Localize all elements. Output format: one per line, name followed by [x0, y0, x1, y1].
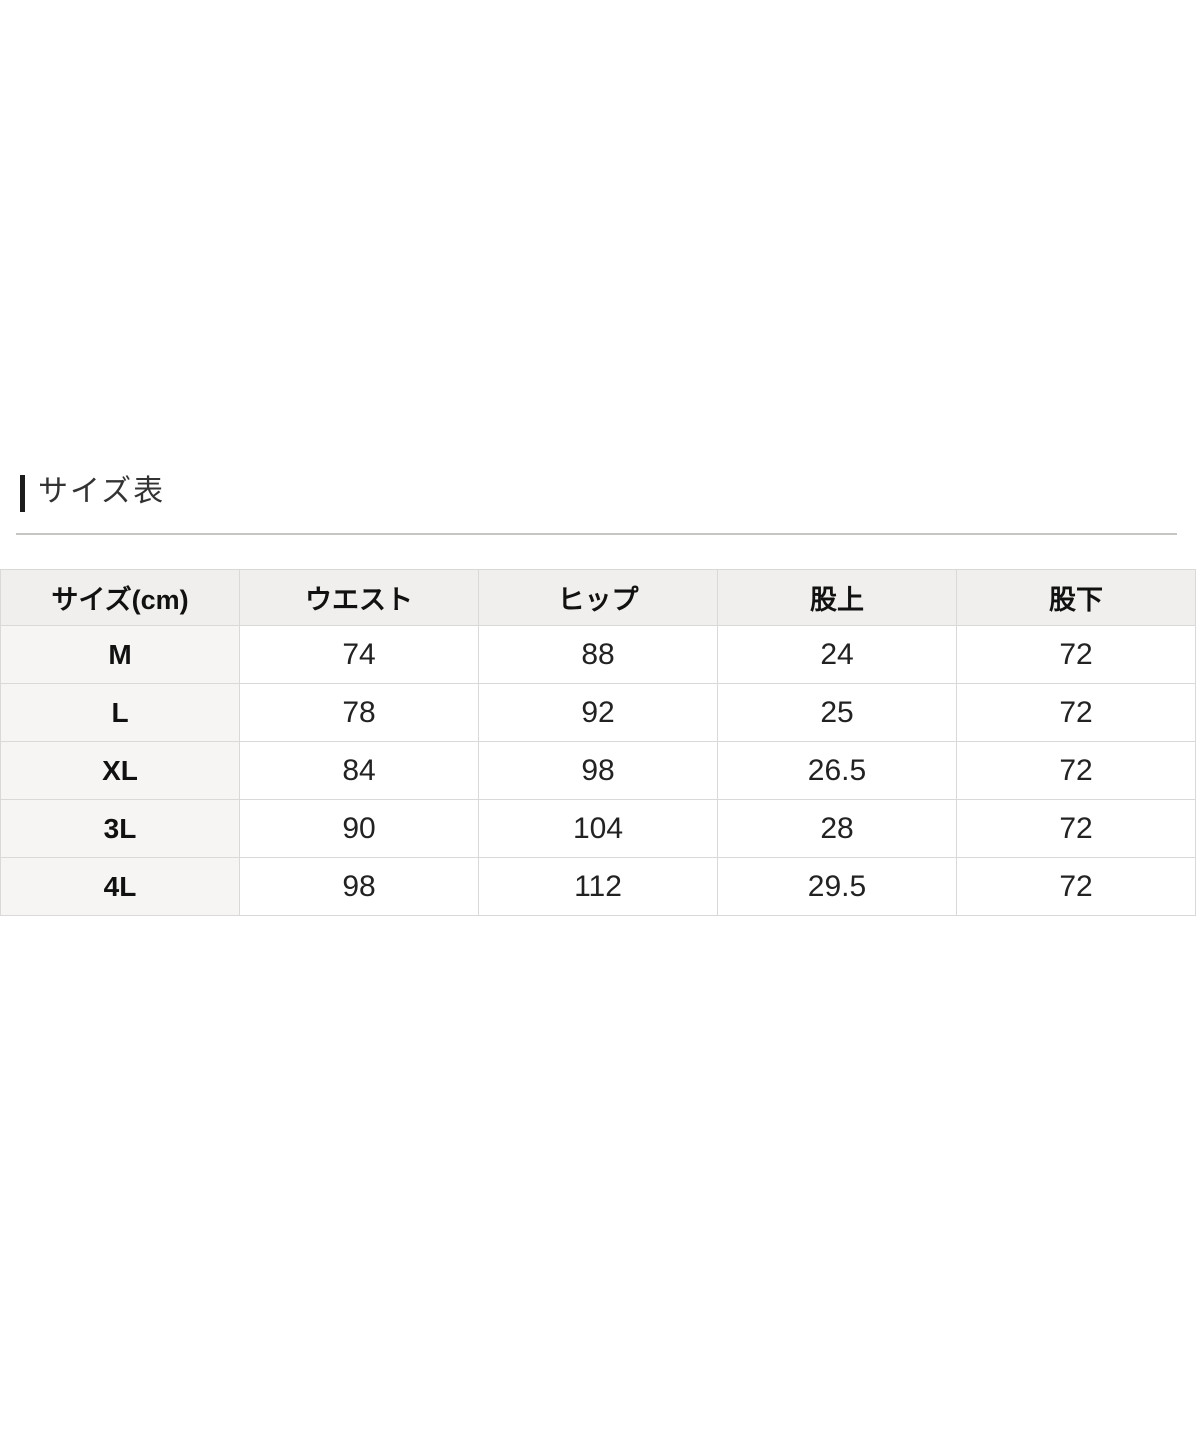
- value-cell: 74: [239, 625, 479, 684]
- value-cell: 104: [478, 799, 718, 858]
- value-cell: 72: [956, 857, 1196, 916]
- value-cell: 72: [956, 799, 1196, 858]
- value-cell: 98: [239, 857, 479, 916]
- table-row: L 78 92 25 72: [0, 683, 1196, 742]
- table-row: 3L 90 104 28 72: [0, 799, 1196, 858]
- size-label-cell: XL: [0, 741, 240, 800]
- value-cell: 98: [478, 741, 718, 800]
- header-cell-waist: ウエスト: [239, 569, 479, 626]
- value-cell: 72: [956, 683, 1196, 742]
- size-label-cell: 3L: [0, 799, 240, 858]
- size-label-cell: L: [0, 683, 240, 742]
- value-cell: 26.5: [717, 741, 957, 800]
- header-row: サイズ(cm) ウエスト ヒップ 股上 股下: [0, 569, 1196, 626]
- size-label-cell: 4L: [0, 857, 240, 916]
- header-cell-hip: ヒップ: [478, 569, 718, 626]
- value-cell: 25: [717, 683, 957, 742]
- size-label-cell: M: [0, 625, 240, 684]
- table-row: XL 84 98 26.5 72: [0, 741, 1196, 800]
- size-table: サイズ(cm) ウエスト ヒップ 股上 股下 M 74 88 24 72 L 7…: [0, 569, 1196, 916]
- header-cell-size: サイズ(cm): [0, 569, 240, 626]
- table-row: 4L 98 112 29.5 72: [0, 857, 1196, 916]
- size-table-header: サイズ(cm) ウエスト ヒップ 股上 股下: [0, 569, 1196, 626]
- section-title: サイズ表: [20, 475, 165, 512]
- section-title-text: サイズ表: [38, 475, 166, 508]
- size-table-body: M 74 88 24 72 L 78 92 25 72 XL 84 98 26.…: [0, 625, 1196, 916]
- value-cell: 112: [478, 857, 718, 916]
- value-cell: 84: [239, 741, 479, 800]
- header-cell-inseam: 股下: [956, 569, 1196, 626]
- title-accent-bar: [20, 475, 25, 512]
- value-cell: 92: [478, 683, 718, 742]
- header-cell-rise: 股上: [717, 569, 957, 626]
- table-row: M 74 88 24 72: [0, 625, 1196, 684]
- value-cell: 28: [717, 799, 957, 858]
- value-cell: 90: [239, 799, 479, 858]
- value-cell: 24: [717, 625, 957, 684]
- value-cell: 88: [478, 625, 718, 684]
- value-cell: 78: [239, 683, 479, 742]
- title-divider: [16, 533, 1177, 535]
- value-cell: 72: [956, 625, 1196, 684]
- value-cell: 72: [956, 741, 1196, 800]
- value-cell: 29.5: [717, 857, 957, 916]
